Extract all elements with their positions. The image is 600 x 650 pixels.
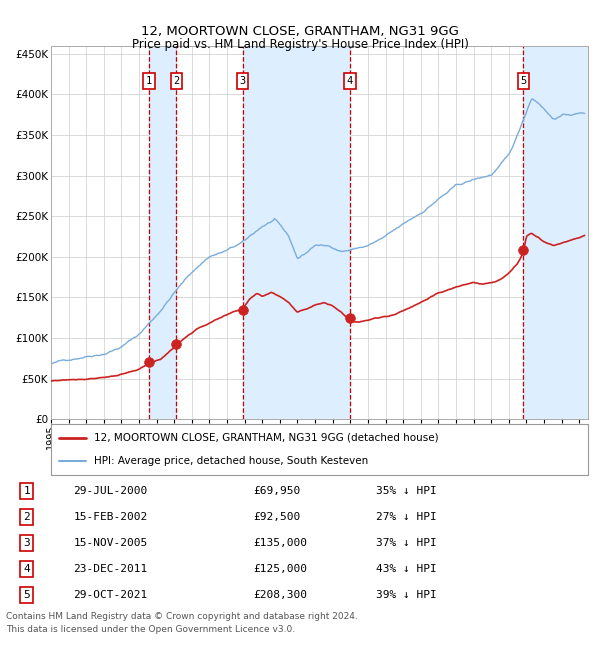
Text: 4: 4 (23, 564, 30, 574)
Text: 5: 5 (520, 76, 527, 86)
Text: HPI: Average price, detached house, South Kesteven: HPI: Average price, detached house, Sout… (94, 456, 368, 466)
Text: £69,950: £69,950 (253, 486, 300, 496)
Text: 1: 1 (23, 486, 30, 496)
Bar (242, 46, 350, 419)
Text: 35% ↓ HPI: 35% ↓ HPI (376, 486, 437, 496)
Text: 23-DEC-2011: 23-DEC-2011 (74, 564, 148, 574)
Text: 3: 3 (239, 76, 245, 86)
Text: 4: 4 (347, 76, 353, 86)
Text: 43% ↓ HPI: 43% ↓ HPI (376, 564, 437, 574)
Text: £135,000: £135,000 (253, 538, 307, 548)
Text: 1: 1 (146, 76, 152, 86)
Bar (523, 46, 588, 419)
Text: 37% ↓ HPI: 37% ↓ HPI (376, 538, 437, 548)
Text: £92,500: £92,500 (253, 512, 300, 522)
Text: 27% ↓ HPI: 27% ↓ HPI (376, 512, 437, 522)
Text: 29-JUL-2000: 29-JUL-2000 (74, 486, 148, 496)
Text: 2: 2 (23, 512, 30, 522)
Bar (149, 46, 176, 419)
Text: Contains HM Land Registry data © Crown copyright and database right 2024.: Contains HM Land Registry data © Crown c… (6, 612, 358, 621)
Text: 29-OCT-2021: 29-OCT-2021 (74, 590, 148, 600)
Text: £125,000: £125,000 (253, 564, 307, 574)
Text: 3: 3 (23, 538, 30, 548)
Text: This data is licensed under the Open Government Licence v3.0.: This data is licensed under the Open Gov… (6, 625, 295, 634)
Text: 15-NOV-2005: 15-NOV-2005 (74, 538, 148, 548)
Text: Price paid vs. HM Land Registry's House Price Index (HPI): Price paid vs. HM Land Registry's House … (131, 38, 469, 51)
Text: 12, MOORTOWN CLOSE, GRANTHAM, NG31 9GG: 12, MOORTOWN CLOSE, GRANTHAM, NG31 9GG (141, 25, 459, 38)
Text: £208,300: £208,300 (253, 590, 307, 600)
Text: 39% ↓ HPI: 39% ↓ HPI (376, 590, 437, 600)
Text: 15-FEB-2002: 15-FEB-2002 (74, 512, 148, 522)
Text: 12, MOORTOWN CLOSE, GRANTHAM, NG31 9GG (detached house): 12, MOORTOWN CLOSE, GRANTHAM, NG31 9GG (… (94, 433, 439, 443)
Text: 2: 2 (173, 76, 179, 86)
Text: 5: 5 (23, 590, 30, 600)
